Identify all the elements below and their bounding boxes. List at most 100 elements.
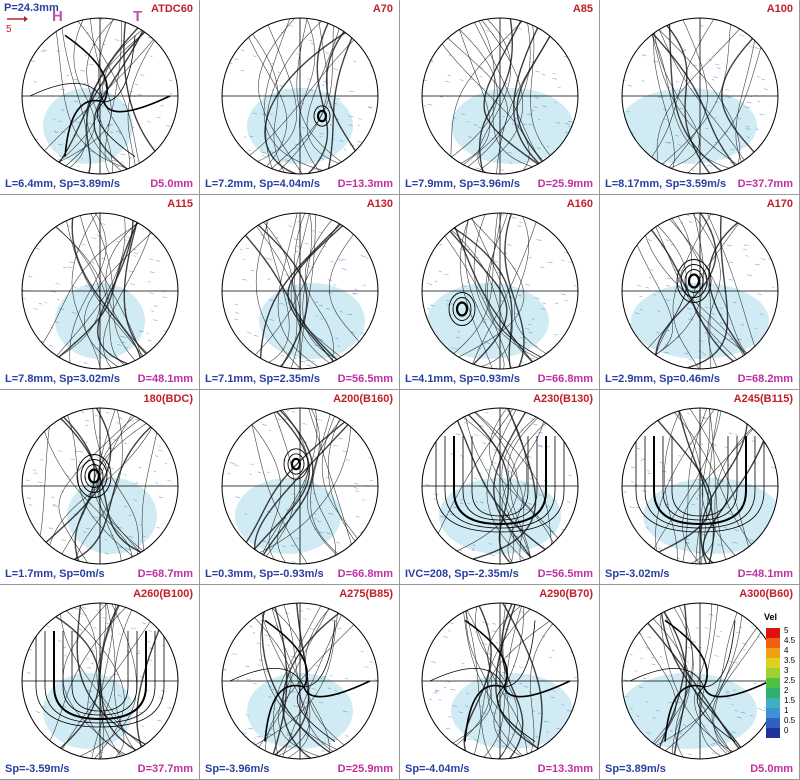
flow-field-plot: [621, 212, 779, 370]
streamline: [675, 603, 693, 759]
colorbar-tick: 4.5: [784, 636, 796, 645]
flow-field-plot: [221, 212, 379, 370]
depth-label: D=56.5mm: [537, 568, 593, 580]
streamline: [54, 18, 147, 174]
streamline: [481, 603, 523, 759]
streamline: [663, 18, 708, 174]
colorbar-swatch: [766, 648, 780, 658]
streamline: [424, 18, 530, 174]
flow-panel: A85 L=7.9mm, Sp=3.96m/s D=25.9mm: [400, 0, 600, 195]
stats-label: Sp=-3.96m/s: [205, 763, 270, 775]
streamline: [650, 18, 700, 174]
streamline: [700, 603, 727, 759]
streamline: [510, 408, 564, 564]
streamline: [630, 603, 741, 759]
streamline: [664, 408, 682, 564]
velocity-vector-field: [235, 478, 341, 554]
colorbar-swatch: [766, 638, 780, 648]
streamline: [237, 408, 282, 564]
crank-angle-label: A130: [366, 198, 393, 210]
swirl-streamline: [503, 620, 536, 688]
depth-label: D=37.7mm: [137, 763, 193, 775]
colorbar-tick: 4: [784, 646, 789, 655]
streamline: [85, 18, 149, 174]
streamline: [244, 213, 308, 369]
streamline: [667, 213, 712, 369]
streamline: [71, 213, 101, 369]
flow-panel: A260(B100) Sp=-3.59m/s D=37.7mm: [0, 585, 200, 780]
streamline: [689, 408, 777, 564]
colorbar-swatch: [766, 688, 780, 698]
streamline: [93, 408, 171, 564]
streamline: [263, 18, 335, 174]
flow-field-plot: [421, 407, 579, 565]
streamline: [464, 408, 515, 564]
streamline: [304, 213, 338, 369]
streamline: [629, 408, 712, 564]
streamline: [427, 18, 498, 174]
vortex-core: [684, 269, 704, 293]
streamline: [472, 603, 576, 759]
streamline: [493, 603, 526, 759]
streamline: [470, 213, 540, 369]
stats-label: L=2.9mm, Sp=0.46m/s: [605, 373, 720, 385]
crank-angle-label: A260(B100): [133, 588, 193, 600]
streamline: [54, 18, 95, 174]
flow-field-plot: [221, 407, 379, 565]
streamline: [63, 408, 177, 564]
streamline: [500, 603, 524, 759]
marker-h: H: [52, 8, 63, 25]
colorbar-title: Vel: [764, 612, 778, 622]
streamline: [469, 213, 513, 369]
streamline: [433, 213, 525, 369]
stats-label: L=7.9mm, Sp=3.96m/s: [405, 178, 520, 190]
marker-t: T: [133, 8, 143, 25]
streamline: [36, 213, 131, 369]
streamline: [434, 213, 508, 369]
flow-field-plot: [21, 212, 179, 370]
streamline: [276, 213, 306, 369]
streamline: [47, 603, 121, 759]
streamline: [69, 213, 107, 369]
crank-angle-label: A70: [372, 3, 393, 15]
depth-label: D5.0mm: [150, 178, 193, 190]
flow-field-plot: [21, 17, 179, 175]
streamline: [264, 18, 372, 174]
streamline: [501, 408, 549, 564]
streamline: [241, 408, 310, 564]
streamline: [735, 18, 759, 174]
crank-angle-label: A160: [566, 198, 593, 210]
streamline: [486, 408, 530, 564]
swirl-streamline: [703, 620, 736, 688]
streamline: [451, 408, 567, 564]
flow-field-plot: [221, 17, 379, 175]
streamline: [97, 408, 161, 564]
streamline: [691, 213, 721, 369]
swirl-streamline: [264, 684, 305, 742]
depth-label: D=68.2mm: [737, 373, 793, 385]
colorbar-swatch: [766, 718, 780, 728]
streamline: [654, 18, 754, 174]
stats-label: L=0.3mm, Sp=-0.93m/s: [205, 568, 324, 580]
streamline: [254, 213, 339, 369]
depth-label: D=37.7mm: [737, 178, 793, 190]
colorbar-swatch: [766, 728, 780, 738]
streamline: [659, 18, 711, 174]
flow-field-plot: [21, 407, 179, 565]
vortex-core: [452, 297, 472, 321]
streamline: [260, 603, 363, 759]
colorbar-tick: 2: [784, 686, 789, 695]
velocity-vector-field: [427, 283, 549, 359]
vortex-core: [84, 464, 104, 488]
streamline: [73, 408, 123, 564]
streamline: [464, 213, 505, 369]
streamline: [470, 408, 554, 564]
streamline: [430, 213, 541, 369]
depth-label: D=13.3mm: [537, 763, 593, 775]
vector-scale: 5: [6, 16, 28, 35]
flow-panel: A290(B70) Sp=-4.04m/s D=13.3mm: [400, 585, 600, 780]
crank-angle-label: A275(B85): [339, 588, 393, 600]
streamline: [682, 408, 708, 564]
streamline: [277, 213, 322, 369]
flow-field-plot: [21, 602, 179, 760]
